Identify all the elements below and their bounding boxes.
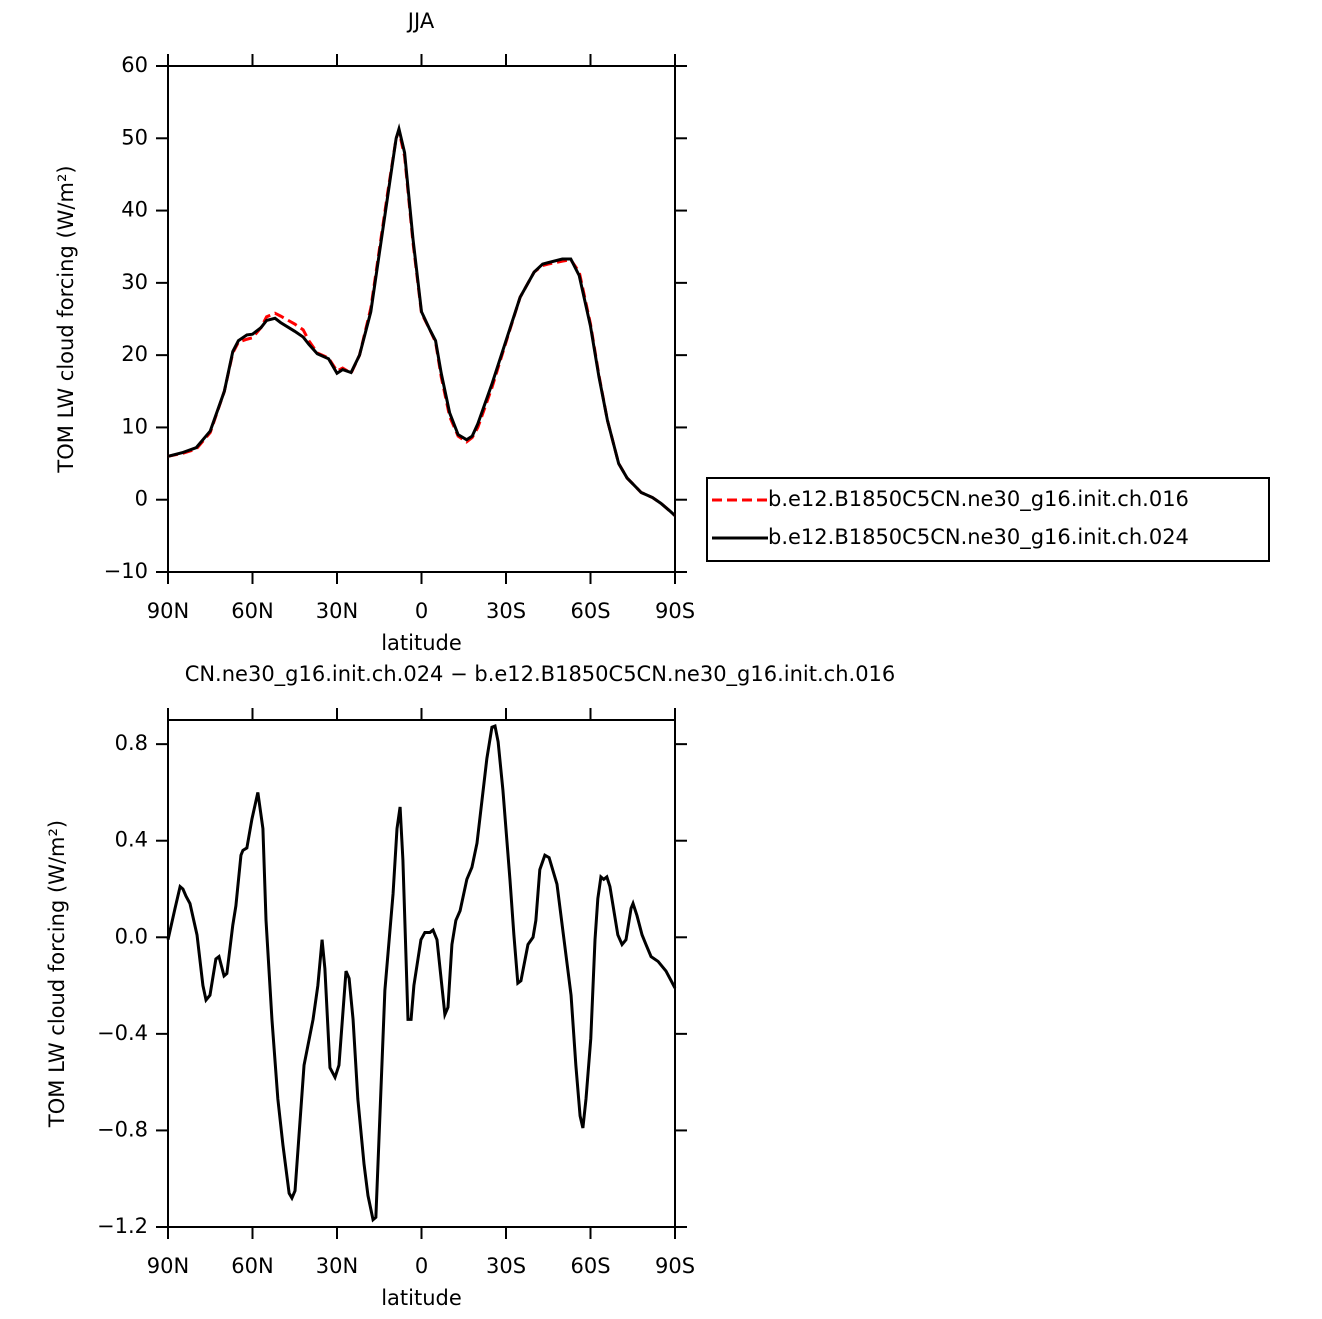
- x-tick-label: 30N: [316, 1254, 358, 1278]
- x-tick-label: 90S: [655, 599, 695, 623]
- x-tick-label: 0: [415, 1254, 428, 1278]
- y-tick-label: −0.8: [97, 1117, 148, 1141]
- y-axis-label: TOM LW cloud forcing (W/m²): [54, 165, 78, 473]
- y-tick-label: −0.4: [97, 1021, 148, 1045]
- plot-frame: [167, 719, 676, 1228]
- data-line: [166, 723, 677, 1223]
- y-tick-label: 40: [121, 198, 148, 222]
- y-tick-label: −1.2: [97, 1214, 148, 1238]
- y-tick-label: 0: [135, 487, 148, 511]
- x-tick-label: 30S: [486, 599, 526, 623]
- chart-title: CN.ne30_g16.init.ch.024 − b.e12.B1850C5C…: [185, 662, 896, 687]
- legend-label: b.e12.B1850C5CN.ne30_g16.init.ch.016: [768, 487, 1189, 512]
- x-tick-label: 60N: [231, 1254, 273, 1278]
- legend-box: [706, 477, 1270, 562]
- x-tick-label: 60S: [570, 599, 610, 623]
- x-tick-label: 90S: [655, 1254, 695, 1278]
- x-tick-label: 60S: [570, 1254, 610, 1278]
- plot-frame: [167, 65, 676, 573]
- y-tick-label: 0.0: [115, 924, 148, 948]
- y-tick-label: 20: [121, 342, 148, 366]
- x-tick-label: 90N: [147, 599, 189, 623]
- y-tick-label: 60: [121, 53, 148, 77]
- y-tick-label: 0.8: [115, 731, 148, 755]
- x-tick-label: 90N: [147, 1254, 189, 1278]
- x-axis-label: latitude: [381, 1286, 462, 1310]
- y-tick-label: 50: [121, 125, 148, 149]
- x-tick-label: 30N: [316, 599, 358, 623]
- y-tick-label: 10: [121, 414, 148, 438]
- legend-label: b.e12.B1850C5CN.ne30_g16.init.ch.024: [768, 525, 1189, 550]
- x-axis-label: latitude: [381, 631, 462, 655]
- y-tick-label: −10: [104, 559, 148, 583]
- x-tick-label: 60N: [231, 599, 273, 623]
- data-line: [167, 123, 677, 517]
- y-axis-label: TOM LW cloud forcing (W/m²): [45, 820, 69, 1128]
- data-line: [167, 125, 677, 517]
- y-tick-label: 0.4: [115, 828, 148, 852]
- chart-title: JJA: [406, 9, 435, 33]
- y-tick-label: 30: [121, 270, 148, 294]
- x-tick-label: 30S: [486, 1254, 526, 1278]
- x-tick-label: 0: [415, 599, 428, 623]
